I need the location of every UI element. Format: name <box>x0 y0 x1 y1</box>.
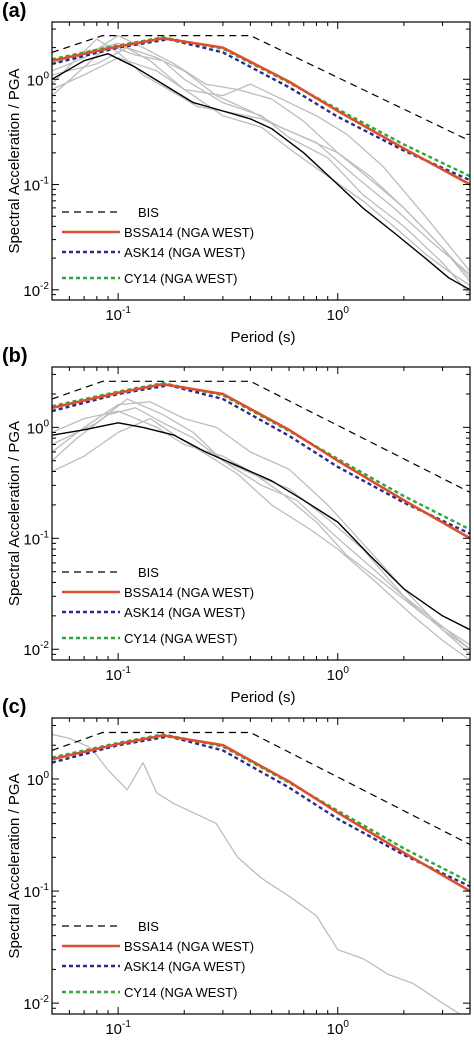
record-spectrum-line-rec4 <box>52 38 470 279</box>
legend-label-ask14: ASK14 (NGA WEST) <box>124 245 245 260</box>
panel-label: (c) <box>2 696 26 718</box>
panel-b: (b) 10-1 100 10-2 10-1 100 Period (s) Spectral … <box>2 345 471 706</box>
mean-spectrum-line <box>52 53 470 291</box>
x-axis-label: Period (s) <box>230 329 295 346</box>
legend-label-bis: BIS <box>138 565 159 580</box>
legend-label-cy14: CY14 (NGA WEST) <box>124 631 237 646</box>
y-tick-label: 10-1 <box>23 882 49 901</box>
record-spectrum-line-rec2 <box>52 44 470 296</box>
legend-label-bis: BIS <box>138 205 159 220</box>
x-tick-label: 100 <box>327 305 350 324</box>
panel-label: (b) <box>2 345 28 367</box>
y-axis-label: Spectral Acceleration / PGA <box>6 773 23 958</box>
record-spectrum-line-rec4 <box>52 398 470 650</box>
axis-ticks <box>51 718 471 1015</box>
bis-line <box>52 731 470 846</box>
axes-frame <box>51 21 471 301</box>
y-axis-label: Spectral Acceleration / PGA <box>6 421 23 606</box>
y-tick-label: 100 <box>27 770 50 789</box>
bssa14-line <box>52 36 470 186</box>
y-tick-label: 10-1 <box>23 176 49 195</box>
y-tick-label: 10-2 <box>23 281 49 300</box>
y-tick-label: 10-2 <box>23 994 49 1013</box>
plot-lines <box>52 34 470 296</box>
legend-label-cy14: CY14 (NGA WEST) <box>124 985 237 1000</box>
ask14-line <box>52 735 470 888</box>
record-spectrum-line-rec3 <box>52 42 470 272</box>
axes-frame <box>51 717 471 1015</box>
y-tick-label: 10-1 <box>23 529 49 548</box>
y-tick-label: 100 <box>27 70 50 89</box>
y-tick-label: 10-2 <box>23 640 49 659</box>
legend: BIS BSSA14 (NGA WEST) ASK14 (NGA WEST) CY14… <box>62 205 254 286</box>
legend-label-bis: BIS <box>138 919 159 934</box>
record-spectrum-line-rec3 <box>52 410 470 646</box>
x-axis-label: Period (s) <box>230 689 295 706</box>
legend-label-ask14: ASK14 (NGA WEST) <box>124 959 245 974</box>
record-spectrum-line-rec5 <box>52 46 470 275</box>
record-spectrum-line-rec5 <box>52 417 470 660</box>
legend: BIS BSSA14 (NGA WEST) ASK14 (NGA WEST) CY14… <box>62 919 254 1000</box>
legend-label-bssa14: BSSA14 (NGA WEST) <box>124 939 254 954</box>
cy14-line <box>52 36 470 178</box>
legend-label-cy14: CY14 (NGA WEST) <box>124 271 237 286</box>
y-tick-label: 100 <box>27 418 50 437</box>
mean-spectrum-line <box>52 422 470 631</box>
bssa14-line <box>52 734 470 893</box>
bis-line <box>52 34 470 142</box>
ask14-line <box>52 38 470 182</box>
x-tick-label: 10-1 <box>105 1019 131 1038</box>
axis-ticks <box>51 367 471 661</box>
bis-line <box>52 380 470 493</box>
plot-lines <box>52 731 470 1014</box>
x-tick-label: 10-1 <box>105 665 131 684</box>
x-tick-label: 100 <box>327 665 350 684</box>
ask14-line <box>52 384 470 535</box>
record-spectrum-line-rec6 <box>52 57 470 286</box>
plot-lines <box>52 380 470 660</box>
axes-frame <box>51 366 471 661</box>
legend: BIS BSSA14 (NGA WEST) ASK14 (NGA WEST) CY14… <box>62 565 254 646</box>
record-spectrum-line-rec1 <box>52 733 461 1014</box>
record-spectrum-line-rec1 <box>52 401 470 655</box>
x-tick-label: 10-1 <box>105 305 131 324</box>
bssa14-line <box>52 382 470 540</box>
legend-label-ask14: ASK14 (NGA WEST) <box>124 605 245 620</box>
panel-label: (a) <box>2 0 26 22</box>
y-axis-label: Spectral Acceleration / PGA <box>6 68 23 253</box>
x-tick-label: 100 <box>327 1019 350 1038</box>
cy14-line <box>52 733 470 884</box>
legend-label-bssa14: BSSA14 (NGA WEST) <box>124 585 254 600</box>
record-spectrum-line-rec2 <box>52 407 470 650</box>
panel-a: (a) 10-1 100 10-2 10-1 100 Period (s) Spectral … <box>2 0 471 346</box>
axis-ticks <box>51 22 471 301</box>
legend-label-bssa14: BSSA14 (NGA WEST) <box>124 225 254 240</box>
